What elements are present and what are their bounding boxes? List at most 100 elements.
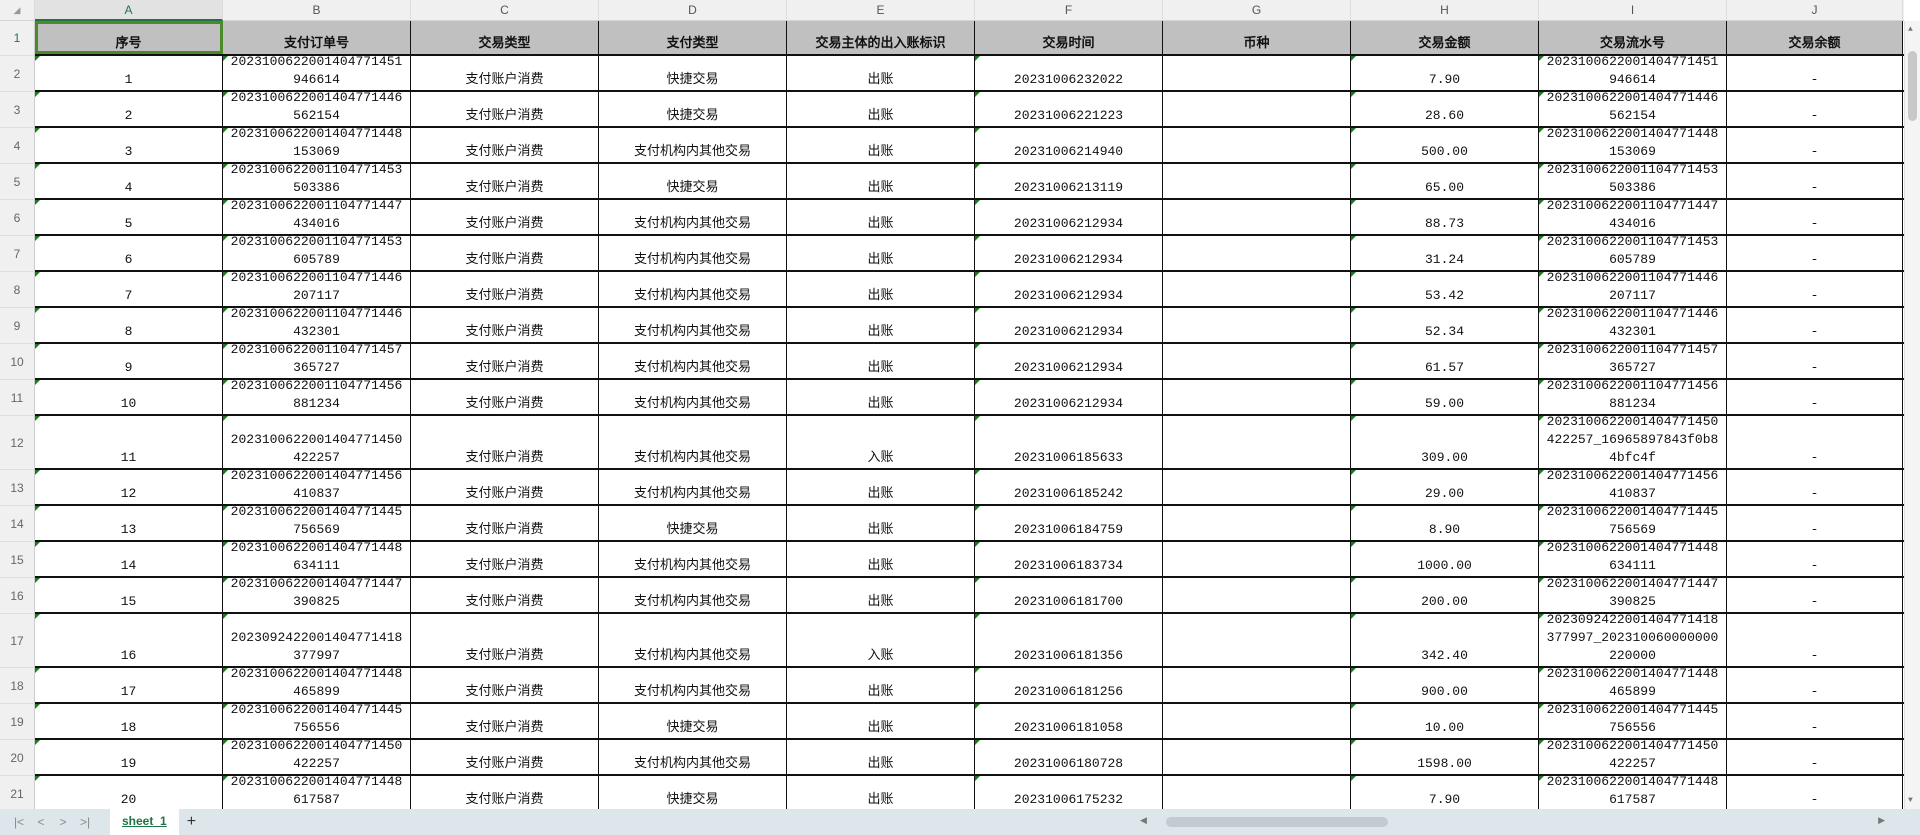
cell[interactable]: 20231006184759 — [975, 506, 1163, 540]
select-all-corner[interactable]: ◢ — [0, 0, 35, 21]
row-number[interactable]: 4 — [0, 128, 35, 164]
cell[interactable]: 20231006212934 — [975, 344, 1163, 378]
cell[interactable]: 支付账户消费 — [411, 416, 599, 468]
cell[interactable]: 2023100622001104771456 881234 — [223, 380, 411, 414]
cell[interactable]: 2023100622001104771447 434016 — [223, 200, 411, 234]
cell[interactable]: 出账 — [787, 668, 975, 702]
column-title[interactable]: 币种 — [1163, 21, 1351, 54]
cell[interactable]: 20231006212934 — [975, 272, 1163, 306]
vertical-scroll-thumb[interactable] — [1908, 51, 1917, 121]
cell[interactable]: 2023100622001404771450 422257_1696589784… — [1539, 416, 1727, 468]
cell[interactable]: 支付账户消费 — [411, 236, 599, 270]
cell[interactable]: 支付机构内其他交易 — [599, 128, 787, 162]
cell[interactable]: 2023100622001104771453 605789 — [223, 236, 411, 270]
cell[interactable]: 20 — [35, 776, 223, 809]
column-title[interactable]: 交易金额 — [1351, 21, 1539, 54]
cell[interactable]: 支付账户消费 — [411, 56, 599, 90]
cell[interactable]: 支付机构内其他交易 — [599, 308, 787, 342]
row-number[interactable]: 10 — [0, 344, 35, 380]
cell[interactable]: - — [1727, 344, 1903, 378]
cell[interactable]: 2023100622001104771446 207117 — [1539, 272, 1727, 306]
cell[interactable]: 500.00 — [1351, 128, 1539, 162]
cell[interactable]: 2023100622001104771453 503386 — [223, 164, 411, 198]
first-sheet-icon[interactable]: |< — [13, 815, 25, 829]
cell[interactable] — [1163, 506, 1351, 540]
cell[interactable]: 16 — [35, 614, 223, 666]
row-number[interactable]: 7 — [0, 236, 35, 272]
cell[interactable]: 支付机构内其他交易 — [599, 614, 787, 666]
row-number[interactable]: 12 — [0, 416, 35, 470]
cell[interactable]: 出账 — [787, 506, 975, 540]
cell[interactable]: 支付账户消费 — [411, 380, 599, 414]
cell[interactable]: - — [1727, 128, 1903, 162]
cell[interactable]: 支付机构内其他交易 — [599, 416, 787, 468]
horizontal-scroll-thumb[interactable] — [1166, 817, 1388, 827]
cell[interactable]: 2023100622001404771446 562154 — [223, 92, 411, 126]
cell[interactable]: 2023100622001104771457 365727 — [1539, 344, 1727, 378]
cell[interactable]: 出账 — [787, 128, 975, 162]
cell[interactable]: 7.90 — [1351, 776, 1539, 809]
sheet-tab[interactable]: sheet_1 — [110, 809, 179, 835]
cell[interactable] — [1163, 542, 1351, 576]
row-number[interactable]: 5 — [0, 164, 35, 200]
column-title[interactable]: 交易主体的出入账标识 — [787, 21, 975, 54]
cell[interactable]: 2023100622001104771446 432301 — [223, 308, 411, 342]
cell[interactable]: 2023100622001404771445 756569 — [1539, 506, 1727, 540]
cell[interactable]: - — [1727, 776, 1903, 809]
cell[interactable]: 支付机构内其他交易 — [599, 740, 787, 774]
column-title[interactable]: 支付订单号 — [223, 21, 411, 54]
column-header-f[interactable]: F — [975, 0, 1163, 21]
cell[interactable]: 出账 — [787, 578, 975, 612]
cell[interactable] — [1163, 128, 1351, 162]
cell[interactable]: 支付账户消费 — [411, 704, 599, 738]
cell[interactable]: - — [1727, 578, 1903, 612]
cell[interactable]: 2023100622001404771448 634111 — [223, 542, 411, 576]
cell[interactable]: 支付机构内其他交易 — [599, 542, 787, 576]
cell[interactable]: 快捷交易 — [599, 56, 787, 90]
column-header-c[interactable]: C — [411, 0, 599, 21]
cell[interactable]: 18 — [35, 704, 223, 738]
cell[interactable]: 支付账户消费 — [411, 470, 599, 504]
row-number[interactable]: 21 — [0, 776, 35, 809]
cell[interactable]: 支付账户消费 — [411, 542, 599, 576]
cell[interactable]: 20231006212934 — [975, 380, 1163, 414]
cell[interactable] — [1163, 200, 1351, 234]
horizontal-scrollbar[interactable]: ◀ ▶ — [1140, 815, 1885, 829]
cell[interactable]: 出账 — [787, 200, 975, 234]
cell[interactable]: 2023100622001404771447 390825 — [1539, 578, 1727, 612]
cell[interactable] — [1163, 776, 1351, 809]
row-number[interactable]: 2 — [0, 56, 35, 92]
cell[interactable]: 2023100622001404771446 562154 — [1539, 92, 1727, 126]
cell[interactable]: 入账 — [787, 416, 975, 468]
cell[interactable]: 2023100622001104771446 432301 — [1539, 308, 1727, 342]
cell[interactable]: 15 — [35, 578, 223, 612]
row-number[interactable]: 17 — [0, 614, 35, 668]
cell[interactable]: 出账 — [787, 272, 975, 306]
cell[interactable]: 2023100622001104771446 207117 — [223, 272, 411, 306]
cell[interactable]: 2023100622001404771451 946614 — [223, 56, 411, 90]
cell[interactable]: 5 — [35, 200, 223, 234]
row-number[interactable]: 16 — [0, 578, 35, 614]
cell[interactable]: 2023100622001104771453 605789 — [1539, 236, 1727, 270]
cell[interactable]: 2023100622001404771448 153069 — [1539, 128, 1727, 162]
scroll-up-icon[interactable]: ▲ — [1908, 25, 1913, 34]
cell[interactable]: 2023100622001104771453 503386 — [1539, 164, 1727, 198]
scroll-right-icon[interactable]: ▶ — [1878, 815, 1885, 825]
cell[interactable]: 10.00 — [1351, 704, 1539, 738]
cell[interactable]: 20231006181356 — [975, 614, 1163, 666]
cell[interactable]: 支付账户消费 — [411, 92, 599, 126]
next-sheet-icon[interactable]: > — [59, 815, 67, 829]
cell[interactable]: 29.00 — [1351, 470, 1539, 504]
cell[interactable] — [1163, 614, 1351, 666]
cell[interactable]: - — [1727, 380, 1903, 414]
cell[interactable]: 2023100622001404771450 422257 — [1539, 740, 1727, 774]
cell[interactable]: 支付账户消费 — [411, 740, 599, 774]
cell[interactable]: 2023100622001404771448 617587 — [1539, 776, 1727, 809]
cell[interactable]: 20231006185633 — [975, 416, 1163, 468]
row-number[interactable]: 19 — [0, 704, 35, 740]
cell[interactable]: 200.00 — [1351, 578, 1539, 612]
cell[interactable]: - — [1727, 308, 1903, 342]
cell[interactable]: 支付账户消费 — [411, 308, 599, 342]
cell[interactable]: 2023100622001404771456 410837 — [223, 470, 411, 504]
cell[interactable]: 20231006180728 — [975, 740, 1163, 774]
